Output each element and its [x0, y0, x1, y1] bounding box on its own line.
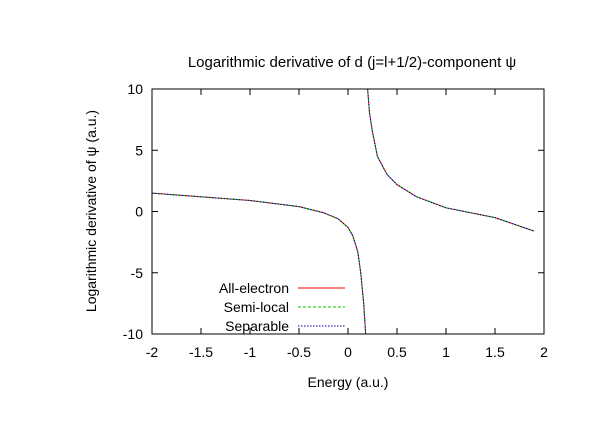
- y-axis-label: Logarithmic derivative of ψ (a.u.): [83, 110, 99, 312]
- y-tick-label: 0: [135, 204, 143, 220]
- plot-frame: [151, 88, 545, 335]
- legend-label-2: Separable: [225, 318, 289, 334]
- series-line-2: [152, 89, 535, 334]
- series-layer: [152, 89, 535, 334]
- x-tick-label: 2: [540, 344, 548, 360]
- x-tick-label: 0: [344, 344, 352, 360]
- x-tick-label: -0.5: [287, 344, 311, 360]
- tick-layer: -2 -1.5 -1 -0.5 0 0.5 1 1.5 2 10 5 0 -5 -10: [123, 81, 548, 360]
- legend-label-1: Semi-local: [224, 299, 289, 315]
- y-tick-label: -5: [131, 265, 144, 281]
- series-line-0: [152, 89, 535, 334]
- chart-title: Logarithmic derivative of d (j=l+1/2)-co…: [188, 54, 516, 71]
- series-line-1: [152, 89, 535, 334]
- legend-label-0: All-electron: [219, 280, 289, 296]
- legend: All-electron Semi-local Separable: [219, 280, 345, 334]
- x-tick-label: -1.5: [189, 344, 213, 360]
- y-tick-label: 5: [135, 142, 143, 158]
- x-tick-label: -1: [244, 344, 257, 360]
- x-axis-label: Energy (a.u.): [308, 374, 389, 390]
- x-tick-label: 1.5: [485, 344, 505, 360]
- x-tick-label: 1: [442, 344, 450, 360]
- x-tick-label: 0.5: [387, 344, 407, 360]
- y-tick-label: 10: [127, 81, 143, 97]
- x-tick-label: -2: [146, 344, 159, 360]
- y-tick-label: -10: [123, 326, 143, 342]
- plot-area: -2 -1.5 -1 -0.5 0 0.5 1 1.5 2 10 5 0 -5 -10: [123, 81, 548, 360]
